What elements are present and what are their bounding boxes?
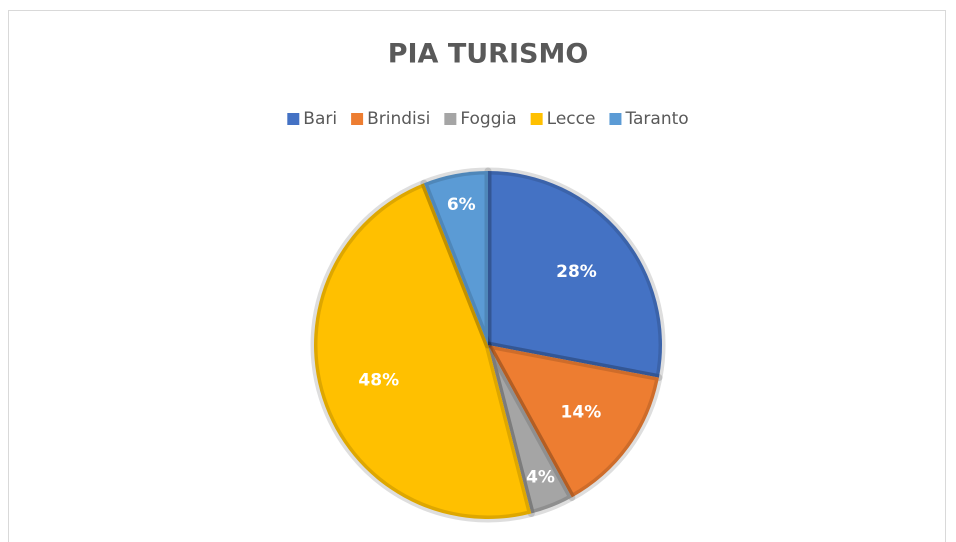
pie-slice [484,167,666,382]
legend-label: Taranto [624,109,688,129]
pie-slice [484,341,663,501]
legend-label: Foggia [460,109,516,129]
data-label: 14% [561,403,602,423]
legend-label: Brindisi [367,109,430,129]
legend-label: Lecce [547,109,596,129]
pie-slice [484,341,576,518]
legend-swatch [287,113,300,125]
data-label: 48% [358,370,399,390]
pie-slice [310,179,535,523]
legend-swatch [351,113,364,125]
data-label: 6% [447,195,476,215]
legend-swatch [609,113,622,125]
legend-label: Bari [303,109,337,129]
chart-title: PIA TURISMO [388,39,589,70]
legend-swatch [530,113,543,125]
pie-slice [420,167,492,349]
legend-swatch [444,113,457,125]
data-label: 28% [556,262,597,282]
data-label: 4% [526,468,555,488]
